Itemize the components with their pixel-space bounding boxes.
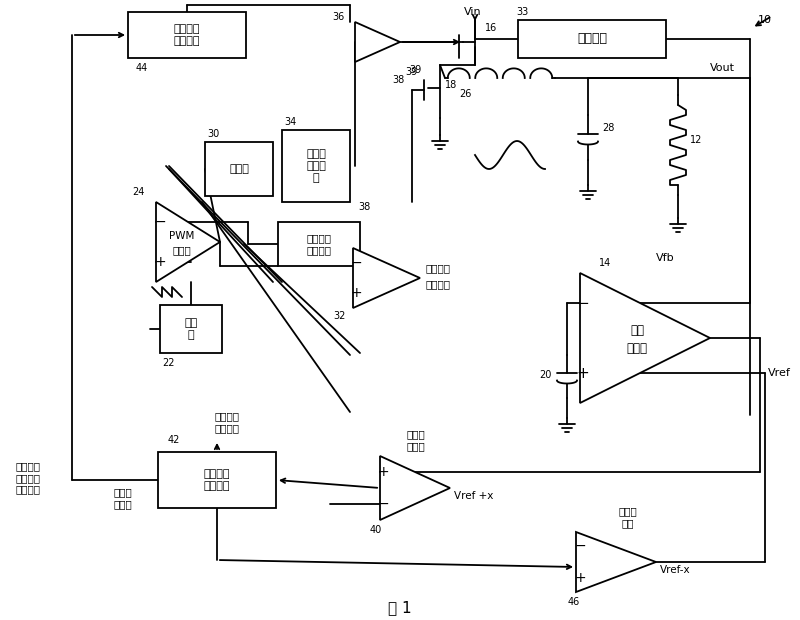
Text: 32: 32 <box>334 311 346 321</box>
Text: 34: 34 <box>284 117 296 127</box>
Text: 28: 28 <box>602 123 614 133</box>
Polygon shape <box>576 532 656 592</box>
Polygon shape <box>355 22 400 62</box>
Text: 用于涓流
电流的低
驱动信号: 用于涓流 电流的低 驱动信号 <box>15 461 41 495</box>
Text: +: + <box>350 286 362 300</box>
Polygon shape <box>580 273 710 403</box>
Polygon shape <box>380 456 450 520</box>
Bar <box>518 20 666 58</box>
Text: PWM: PWM <box>170 231 194 241</box>
Text: 44: 44 <box>136 63 148 73</box>
Text: −: − <box>574 539 586 553</box>
Bar <box>158 452 276 508</box>
Text: 门驱动
逻辑电
路: 门驱动 逻辑电 路 <box>306 149 326 183</box>
Text: 低压检
测器: 低压检 测器 <box>618 506 638 528</box>
Bar <box>160 305 222 353</box>
Polygon shape <box>156 202 220 282</box>
Bar <box>205 142 273 196</box>
Text: 38: 38 <box>393 75 405 85</box>
Text: 26: 26 <box>459 89 471 99</box>
Text: −: − <box>350 256 362 270</box>
Text: 20: 20 <box>540 370 552 380</box>
Text: 14: 14 <box>599 258 611 268</box>
Text: −: − <box>377 497 389 511</box>
Text: 最小峰值: 最小峰值 <box>426 263 451 273</box>
Text: 误差: 误差 <box>630 324 644 337</box>
Text: 轻负载模
式控制器: 轻负载模 式控制器 <box>204 469 230 491</box>
Text: +: + <box>577 366 590 381</box>
Polygon shape <box>353 248 420 308</box>
Text: Vref-x: Vref-x <box>660 565 690 575</box>
Bar <box>128 12 246 58</box>
Text: 恢复正
常操作: 恢复正 常操作 <box>114 487 132 509</box>
Text: 39: 39 <box>406 67 418 77</box>
Text: 22: 22 <box>162 358 174 368</box>
Text: 锁存器: 锁存器 <box>229 164 249 174</box>
Text: 低功率电
压调节器: 低功率电 压调节器 <box>174 24 200 46</box>
Text: 振荡
器: 振荡 器 <box>184 318 198 340</box>
Text: Vout: Vout <box>710 63 735 73</box>
Text: 46: 46 <box>568 597 580 607</box>
Text: Vref: Vref <box>768 368 791 378</box>
Text: +: + <box>574 571 586 585</box>
Text: 38: 38 <box>358 202 370 212</box>
Text: 图 1: 图 1 <box>388 601 412 616</box>
Text: 18: 18 <box>445 80 458 90</box>
Bar <box>278 222 360 266</box>
Text: 放大器: 放大器 <box>626 342 647 355</box>
Text: 轻负载
检测器: 轻负载 检测器 <box>406 429 426 451</box>
Text: +: + <box>377 465 389 479</box>
Text: 12: 12 <box>690 135 702 145</box>
Text: 10: 10 <box>758 15 772 25</box>
Text: 30: 30 <box>207 129 219 139</box>
Text: 33: 33 <box>516 7 528 17</box>
Text: 36: 36 <box>333 12 345 22</box>
Text: 比较器: 比较器 <box>173 245 191 255</box>
Bar <box>282 130 350 202</box>
Text: Vref +x: Vref +x <box>454 491 494 501</box>
Text: Vin: Vin <box>464 7 482 17</box>
Text: 39: 39 <box>410 65 422 75</box>
Text: 16: 16 <box>485 23 498 33</box>
Text: −: − <box>577 296 590 311</box>
Text: 24: 24 <box>132 187 144 197</box>
Text: +: + <box>154 255 166 269</box>
Text: 电流阈值: 电流阈值 <box>426 279 451 289</box>
Text: Vfb: Vfb <box>656 253 674 263</box>
Text: −: − <box>154 215 166 229</box>
Text: 设定最小
峰値电流: 设定最小 峰値电流 <box>306 233 331 255</box>
Text: 40: 40 <box>370 525 382 535</box>
Text: 电流感测: 电流感测 <box>577 32 607 45</box>
Text: 关断不需
要的组件: 关断不需 要的组件 <box>214 411 239 433</box>
Text: 42: 42 <box>168 435 180 445</box>
